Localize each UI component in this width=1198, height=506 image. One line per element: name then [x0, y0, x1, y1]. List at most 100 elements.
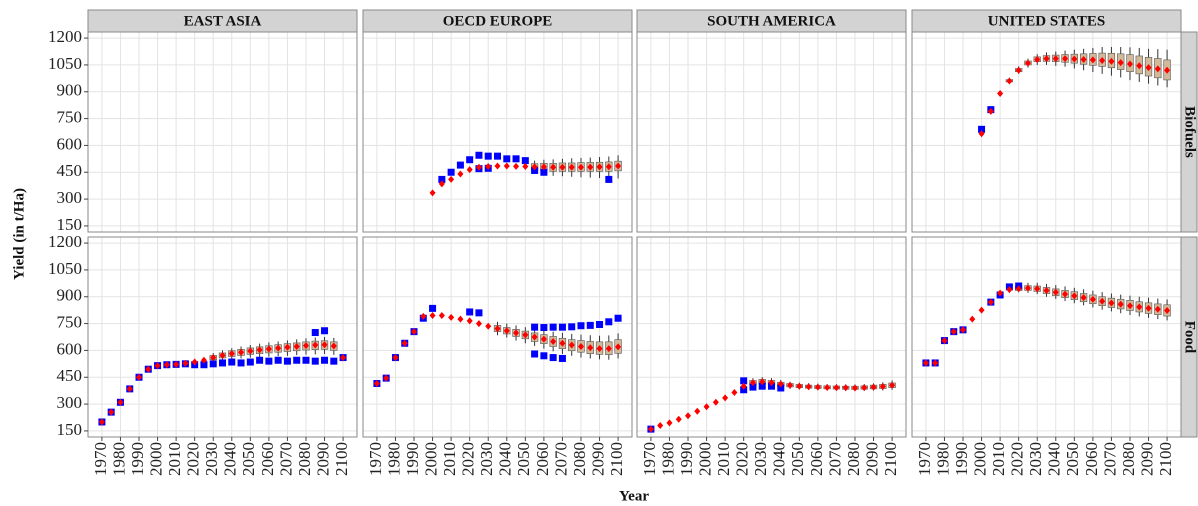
point	[796, 382, 803, 390]
point	[615, 343, 622, 351]
panel-background	[637, 237, 906, 437]
point	[614, 314, 622, 322]
point	[889, 381, 896, 389]
point	[429, 304, 437, 312]
point	[311, 329, 319, 337]
point	[805, 383, 812, 391]
y-tick-label: 1200	[48, 232, 82, 251]
strip-label: EAST ASIA	[184, 13, 262, 29]
point	[1043, 55, 1050, 63]
point	[475, 151, 483, 159]
point	[1164, 307, 1171, 315]
point	[950, 328, 957, 336]
x-tick-label: 2090	[588, 442, 607, 476]
x-tick-label: 2080	[295, 442, 314, 476]
point	[587, 344, 594, 352]
point	[1043, 286, 1050, 294]
point	[438, 180, 445, 188]
panel-background	[912, 237, 1181, 437]
point	[275, 344, 282, 352]
point	[429, 189, 436, 197]
x-tick-label: 2100	[332, 442, 351, 476]
x-tick-label: 2040	[221, 442, 240, 476]
y-tick-label: 600	[57, 134, 83, 153]
point	[513, 162, 520, 170]
point	[1145, 304, 1152, 312]
point	[475, 320, 482, 328]
panel-border	[636, 236, 907, 438]
point	[448, 313, 455, 321]
point	[997, 90, 1004, 98]
x-tick-label: 2040	[496, 442, 515, 476]
point	[503, 327, 510, 335]
x-tick-label: 2030	[751, 442, 770, 476]
y-tick-label: 1050	[48, 54, 82, 73]
point	[1071, 55, 1078, 63]
point	[466, 156, 474, 164]
point	[787, 381, 794, 389]
point	[605, 175, 613, 183]
point	[513, 329, 520, 337]
point	[373, 380, 380, 388]
point	[577, 342, 584, 350]
y-tick-label: 750	[57, 107, 83, 126]
point	[1089, 295, 1096, 303]
x-tick-label: 2030	[1026, 442, 1045, 476]
point	[330, 357, 338, 365]
point	[312, 341, 319, 349]
point	[447, 168, 455, 176]
y-tick-label: 450	[57, 366, 83, 385]
point	[777, 384, 785, 392]
point	[587, 163, 594, 171]
x-tick-label: 1980	[384, 442, 403, 476]
x-tick-label: 2090	[862, 442, 881, 476]
y-tick-label: 900	[57, 286, 83, 305]
point	[550, 337, 557, 345]
x-tick-label: 2060	[1082, 442, 1101, 476]
point	[293, 342, 300, 350]
point	[438, 175, 446, 183]
point	[540, 168, 548, 176]
x-tick-label: 2050	[239, 442, 258, 476]
point	[531, 350, 539, 358]
point	[191, 358, 198, 366]
point	[219, 359, 226, 367]
point	[1006, 286, 1013, 294]
point	[577, 163, 584, 171]
point	[1117, 59, 1124, 67]
point	[219, 351, 226, 359]
point	[485, 163, 492, 171]
x-tick-label: 2070	[825, 442, 844, 476]
x-tick-label: 2060	[258, 442, 277, 476]
point	[879, 383, 886, 391]
strip	[1180, 31, 1198, 233]
x-tick-label: 1990	[677, 442, 696, 476]
point	[851, 384, 858, 392]
point	[283, 357, 291, 365]
point	[200, 361, 208, 369]
strip-label: SOUTH AMERICA	[707, 13, 836, 29]
point	[1154, 305, 1161, 313]
point	[108, 408, 115, 416]
point	[466, 166, 473, 174]
point	[200, 356, 207, 364]
point	[163, 361, 170, 369]
point	[712, 398, 719, 406]
point	[484, 152, 492, 160]
point	[494, 325, 501, 333]
x-tick-label: 2040	[1045, 442, 1064, 476]
point	[685, 412, 692, 420]
point	[703, 403, 710, 411]
point	[420, 312, 427, 320]
x-tick-label: 1990	[403, 442, 422, 476]
x-tick-label: 2080	[844, 442, 863, 476]
point	[568, 341, 575, 349]
point	[861, 384, 868, 392]
x-tick-label: 2100	[881, 442, 900, 476]
point	[1154, 65, 1161, 73]
point	[457, 315, 464, 323]
point	[228, 358, 236, 366]
point	[126, 385, 133, 393]
point	[842, 384, 849, 392]
